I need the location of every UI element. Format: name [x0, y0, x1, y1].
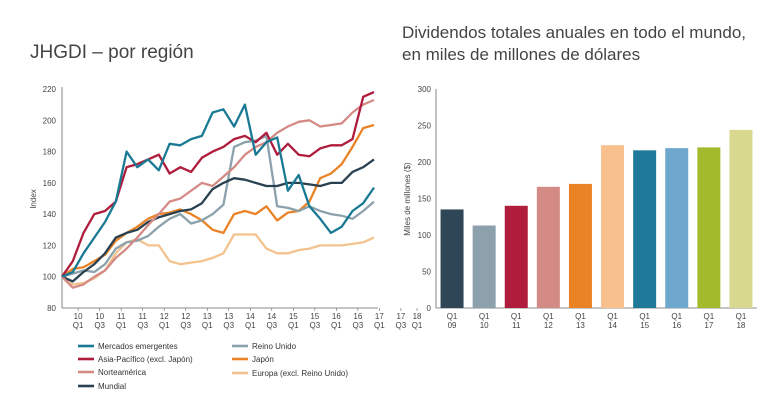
line-series-3 [61, 158, 375, 283]
legend-label: Japón [252, 355, 274, 364]
left-x-tick-year: 18 [413, 312, 422, 321]
line-series-6 [61, 233, 375, 286]
left-x-tick-year: 15 [289, 312, 298, 321]
left-y-tick-label: 100 [43, 273, 57, 282]
bar-1 [472, 225, 496, 308]
left-x-tick-quarter: Q3 [353, 321, 364, 330]
right-x-tick-year: 13 [576, 321, 585, 330]
right-x-tick-year: 17 [704, 321, 713, 330]
bar-0 [440, 209, 464, 308]
left-x-tick-quarter: Q3 [180, 321, 191, 330]
left-x-tick-quarter: Q3 [266, 321, 277, 330]
legend-label: Europa (excl. Reino Unido) [252, 369, 348, 378]
left-x-tick-year: 10 [95, 312, 104, 321]
line-series-2 [61, 98, 375, 289]
left-x-tick-year: 12 [181, 312, 190, 321]
right-x-tick-quarter: Q1 [575, 312, 586, 321]
left-x-tick-year: 12 [160, 312, 169, 321]
left-y-tick-label: 200 [43, 116, 57, 125]
line-series-0 [61, 103, 375, 278]
right-y-tick-label: 100 [418, 231, 432, 240]
left-y-tick-label: 180 [43, 148, 57, 157]
left-x-tick-quarter: Q1 [73, 321, 84, 330]
left-x-tick-quarter: Q1 [245, 321, 256, 330]
legend-label: Reino Unido [252, 342, 297, 351]
left-x-tick-quarter: Q3 [309, 321, 320, 330]
right-x-tick-year: 14 [608, 321, 617, 330]
bar-3 [536, 186, 560, 308]
right-x-tick-quarter: Q1 [607, 312, 618, 321]
right-y-axis-label: Miles de millones ($) [403, 162, 412, 236]
legend-label: Mercados emergentes [98, 342, 178, 351]
right-chart-title-line1: Dividendos totales anuales en todo el mu… [402, 23, 747, 42]
left-x-tick-year: 14 [246, 312, 255, 321]
right-y-tick-label: 300 [418, 85, 432, 94]
right-x-tick-quarter: Q1 [479, 312, 490, 321]
right-x-tick-quarter: Q1 [447, 312, 458, 321]
left-x-tick-quarter: Q1 [412, 321, 423, 330]
right-x-tick-year: 10 [480, 321, 489, 330]
left-x-tick-year: 16 [332, 312, 341, 321]
left-x-tick-quarter: Q1 [202, 321, 213, 330]
left-x-tick-year: 17 [396, 312, 405, 321]
legend-label: Mundial [98, 382, 126, 391]
bar-9 [729, 129, 753, 308]
right-x-tick-quarter: Q1 [671, 312, 682, 321]
left-y-axis-label: Index [29, 189, 38, 209]
left-x-tick-year: 13 [203, 312, 212, 321]
left-y-tick-label: 120 [43, 241, 57, 250]
right-y-tick-label: 50 [422, 268, 431, 277]
line-series-4 [61, 134, 375, 278]
left-y-tick-label: 80 [47, 304, 56, 313]
line-series-5 [61, 123, 375, 278]
left-x-tick-quarter: Q1 [288, 321, 299, 330]
left-y-tick-label: 160 [43, 179, 57, 188]
right-x-tick-year: 12 [544, 321, 553, 330]
bar-7 [665, 148, 689, 308]
right-y-tick-label: 250 [418, 122, 432, 131]
bar-8 [697, 147, 721, 308]
right-x-tick-year: 09 [448, 321, 457, 330]
left-x-tick-year: 17 [375, 312, 384, 321]
right-y-tick-label: 0 [427, 304, 432, 313]
right-x-tick-quarter: Q1 [639, 312, 650, 321]
left-x-tick-year: 13 [224, 312, 233, 321]
right-y-tick-label: 200 [418, 158, 432, 167]
right-chart-title-line2: en miles de millones de dólares [402, 45, 641, 64]
right-x-tick-quarter: Q1 [511, 312, 522, 321]
right-x-tick-year: 15 [640, 321, 649, 330]
bar-6 [633, 150, 657, 308]
right-x-tick-year: 18 [736, 321, 745, 330]
left-x-tick-quarter: Q1 [159, 321, 170, 330]
left-y-tick-label: 140 [43, 210, 57, 219]
left-chart-title: JHGDI – por región [30, 42, 194, 63]
bar-4 [568, 183, 592, 308]
legend-label: Norteamérica [98, 368, 147, 377]
legend-label: Asia-Pacífico (excl. Japón) [98, 355, 193, 364]
right-x-tick-quarter: Q1 [704, 312, 715, 321]
right-x-tick-year: 11 [512, 321, 521, 330]
left-x-tick-quarter: Q3 [137, 321, 148, 330]
left-x-tick-year: 14 [267, 312, 276, 321]
left-x-tick-quarter: Q3 [396, 321, 407, 330]
bar-5 [601, 145, 625, 308]
left-y-tick-label: 220 [43, 85, 57, 94]
left-x-tick-quarter: Q1 [374, 321, 385, 330]
right-x-tick-year: 16 [672, 321, 681, 330]
left-x-tick-quarter: Q3 [223, 321, 234, 330]
left-x-tick-year: 15 [310, 312, 319, 321]
right-x-tick-quarter: Q1 [543, 312, 554, 321]
left-x-tick-year: 16 [353, 312, 362, 321]
left-x-tick-year: 10 [74, 312, 83, 321]
left-x-tick-year: 11 [139, 312, 148, 321]
left-x-tick-year: 11 [117, 312, 126, 321]
left-x-tick-quarter: Q3 [94, 321, 105, 330]
right-y-tick-label: 150 [418, 195, 432, 204]
bar-2 [504, 205, 528, 308]
left-x-tick-quarter: Q1 [116, 321, 127, 330]
left-x-tick-quarter: Q1 [331, 321, 342, 330]
right-x-tick-quarter: Q1 [736, 312, 747, 321]
